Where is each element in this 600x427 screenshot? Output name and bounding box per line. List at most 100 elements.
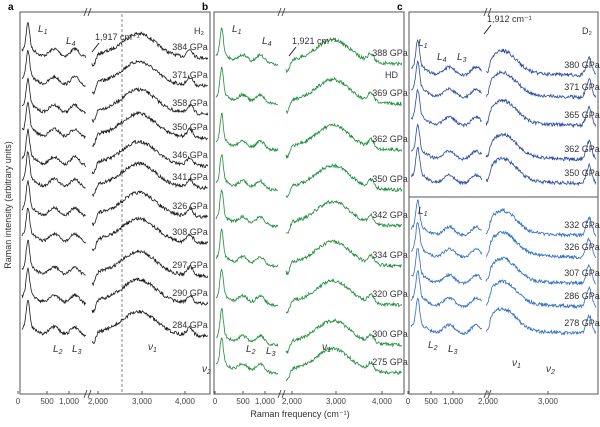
x-axis-label: Raman frequency (cm⁻¹) bbox=[250, 409, 349, 419]
peak-label-subscript: 4 bbox=[72, 41, 76, 48]
peak-label-subscript: 4 bbox=[268, 41, 272, 48]
panels: a 0 500 1,000 2,000 3,000 4,000 384 GPa 371 GPa 3… bbox=[8, 2, 600, 406]
spectrum-341-GPa bbox=[21, 150, 208, 198]
spectrum-369-GPa bbox=[215, 66, 403, 115]
axis-break-mark bbox=[483, 389, 492, 399]
x-tick-label: 2,000 bbox=[282, 397, 303, 406]
peak-label: L2 bbox=[53, 344, 63, 356]
pressure-label: 350 GPa bbox=[564, 168, 600, 178]
panel-letter: b bbox=[202, 2, 208, 13]
peak-label: L1 bbox=[38, 24, 48, 36]
spectrum-371-GPa bbox=[411, 60, 597, 101]
spectrum-371-GPa bbox=[21, 50, 208, 96]
pressure-label: 371 GPa bbox=[564, 82, 600, 92]
y-axis-label: Raman intensity (arbitrary units) bbox=[3, 141, 13, 269]
peak-label: ν2 bbox=[546, 364, 555, 376]
peak-label: L3 bbox=[266, 346, 276, 358]
x-tick-label: 0 bbox=[406, 397, 411, 406]
pressure-label: 384 GPa bbox=[172, 42, 208, 52]
x-tick-label: 0 bbox=[213, 397, 218, 406]
panel-frame bbox=[408, 11, 599, 395]
peak-label: L2 bbox=[246, 344, 256, 356]
x-tick-label: 2,000 bbox=[478, 397, 499, 406]
pressure-label: 284 GPa bbox=[172, 320, 208, 330]
annotation-arrow bbox=[483, 24, 492, 35]
peak-label-subscript: 2 bbox=[206, 369, 211, 376]
pressure-label: 341 GPa bbox=[172, 172, 208, 182]
peak-label: L3 bbox=[448, 344, 458, 356]
pressure-label: 290 GPa bbox=[172, 288, 208, 298]
spectrum-326-GPa bbox=[410, 221, 597, 260]
panel-b: b 0 500 1,000 2,000 3,000 4,000 388 GPa 369 GPa 3… bbox=[202, 2, 408, 406]
peak-label-subscript: 1 bbox=[44, 29, 48, 36]
x-tick-label: 4,000 bbox=[372, 397, 393, 406]
spectrum-278-GPa bbox=[410, 297, 597, 336]
pressure-label: 275 GPa bbox=[372, 357, 408, 367]
peak-label-subscript: 1 bbox=[517, 363, 521, 370]
pressure-label: 365 GPa bbox=[564, 110, 600, 120]
spectrum-384-GPa bbox=[21, 21, 209, 67]
peak-label: L4 bbox=[66, 36, 76, 48]
spectrum-362-GPa bbox=[410, 123, 597, 162]
frequency-annotation: 1,917 cm⁻¹ bbox=[95, 32, 140, 42]
pressure-label: 307 GPa bbox=[564, 268, 600, 278]
pressure-label: 369 GPa bbox=[372, 88, 408, 98]
pressure-label: 350 GPa bbox=[172, 122, 208, 132]
pressure-label: 346 GPa bbox=[172, 150, 208, 160]
frequency-annotation: 1,912 cm⁻¹ bbox=[487, 14, 532, 24]
pressure-label: 350 GPa bbox=[372, 174, 408, 184]
pressure-label: 388 GPa bbox=[372, 48, 408, 58]
axis-break-mark bbox=[83, 389, 92, 399]
pressure-label: 358 GPa bbox=[172, 98, 208, 108]
spectrum-342-GPa bbox=[215, 189, 402, 234]
peak-label-subscript: 2 bbox=[433, 345, 438, 352]
spectrum-362-GPa bbox=[215, 112, 403, 160]
peak-label-subscript: 1 bbox=[424, 43, 428, 50]
pressure-label: 308 GPa bbox=[172, 227, 208, 237]
peak-label: L3 bbox=[457, 52, 467, 64]
pressure-label: 320 GPa bbox=[372, 289, 408, 299]
axis-break-mark bbox=[277, 7, 286, 17]
peak-label-subscript: 1 bbox=[327, 347, 331, 354]
spectrum-284-GPa bbox=[21, 299, 209, 345]
x-tick-label: 500 bbox=[40, 397, 54, 406]
x-tick-label: 3,000 bbox=[538, 397, 559, 406]
peak-label: L1 bbox=[232, 24, 242, 36]
x-tick-label: 500 bbox=[236, 397, 250, 406]
peak-label: ν1 bbox=[322, 342, 331, 354]
pressure-label: 278 GPa bbox=[564, 318, 600, 328]
peak-label-subscript: 2 bbox=[251, 349, 256, 356]
annotation-arrow bbox=[91, 42, 100, 53]
x-tick-label: 4,000 bbox=[175, 397, 196, 406]
spectrum-350-GPa bbox=[411, 146, 597, 187]
pressure-label: 362 GPa bbox=[564, 144, 600, 154]
pressure-label: 334 GPa bbox=[372, 250, 408, 260]
pressure-label: 371 GPa bbox=[172, 70, 208, 80]
spectrum-365-GPa bbox=[410, 88, 597, 129]
spectrum-334-GPa bbox=[215, 228, 402, 276]
peak-label: L3 bbox=[72, 344, 82, 356]
spectrum-358-GPa bbox=[21, 77, 209, 124]
spectrum-326-GPa bbox=[21, 180, 209, 226]
pressure-label: 297 GPa bbox=[172, 260, 208, 270]
peak-label: L4 bbox=[437, 52, 447, 64]
axis-break-mark bbox=[83, 7, 92, 17]
peak-label: L4 bbox=[262, 36, 272, 48]
panel-letter: a bbox=[8, 2, 14, 13]
sample-label: D₂ bbox=[582, 26, 592, 36]
peak-label-subscript: 3 bbox=[272, 351, 276, 358]
panel-frame bbox=[213, 11, 405, 395]
peak-label-subscript: 1 bbox=[238, 29, 242, 36]
axis-break-mark bbox=[483, 7, 492, 17]
peak-label-subscript: 3 bbox=[78, 349, 82, 356]
annotation-arrow bbox=[288, 46, 297, 57]
spectrum-350-GPa bbox=[215, 153, 403, 198]
pressure-label: 342 GPa bbox=[372, 210, 408, 220]
spectrum-297-GPa bbox=[21, 239, 209, 287]
spectrum-350-GPa bbox=[21, 101, 208, 148]
sample-label: HD bbox=[385, 70, 398, 80]
peak-label: L2 bbox=[428, 340, 438, 352]
panel-frame bbox=[19, 11, 211, 395]
peak-label: ν2 bbox=[202, 364, 211, 376]
peak-label-subscript: 4 bbox=[443, 57, 447, 64]
